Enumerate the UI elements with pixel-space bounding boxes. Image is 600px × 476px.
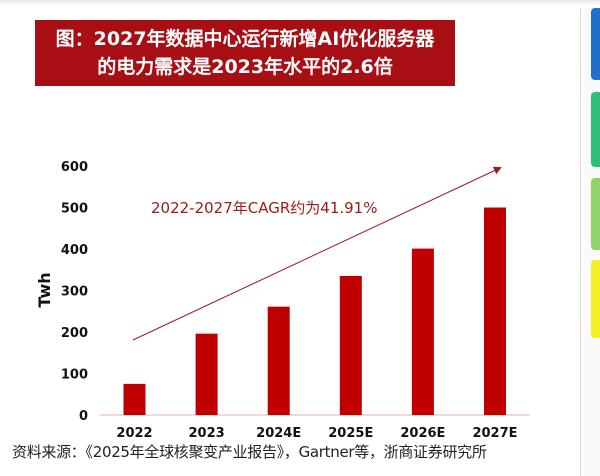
y-tick-label: 0 xyxy=(79,409,88,424)
y-tick-label: 100 xyxy=(61,368,88,383)
title-line-1: 图：2027年数据中心运行新增AI优化服务器 xyxy=(55,28,435,50)
light-green-swatch xyxy=(591,178,600,250)
bar-chart: 0 100 200 300 400 500 600 2022 2023 2024E 2025E 20… xyxy=(35,160,530,440)
bar-2022 xyxy=(123,383,146,415)
x-tick-label: 2024E xyxy=(256,426,301,440)
title-line-2: 的电力需求是2023年水平的2.6倍 xyxy=(97,56,393,78)
yellow-swatch xyxy=(591,260,600,338)
source-note: 资料来源：《2025年全球核聚变产业报告》，Gartner等，浙商证券研究所 xyxy=(12,443,487,461)
x-tick-label: 2022 xyxy=(116,426,152,440)
bar-2026E xyxy=(411,248,434,415)
bar-2025E xyxy=(339,275,362,415)
bar-2023 xyxy=(195,333,218,415)
chart-title-box: 图：2027年数据中心运行新增AI优化服务器 的电力需求是2023年水平的2.6… xyxy=(35,20,455,86)
y-tick-label: 400 xyxy=(61,243,88,258)
green-swatch xyxy=(591,92,600,167)
y-axis-label: Twh xyxy=(35,272,54,307)
y-tick-label: 200 xyxy=(61,326,88,341)
bar-2027E xyxy=(484,207,506,415)
y-tick-label: 600 xyxy=(61,160,88,175)
top-edge xyxy=(0,0,600,6)
blue-swatch xyxy=(591,8,600,80)
y-tick-label: 500 xyxy=(61,202,88,217)
x-tick-label: 2027E xyxy=(472,426,517,440)
x-tick-label: 2026E xyxy=(400,426,445,440)
trend-arrow xyxy=(132,166,502,341)
y-tick-label: 300 xyxy=(61,285,88,300)
x-tick-label: 2023 xyxy=(189,426,225,440)
x-tick-label: 2025E xyxy=(328,426,373,440)
side-panel xyxy=(580,8,600,476)
bar-2024E xyxy=(267,306,290,415)
cagr-annotation: 2022-2027年CAGR约为41.91% xyxy=(151,199,377,217)
